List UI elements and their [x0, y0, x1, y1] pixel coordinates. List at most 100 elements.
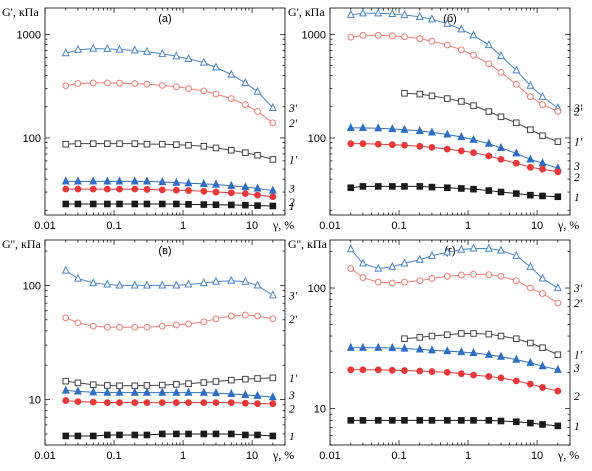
data-point	[158, 140, 166, 148]
data-point	[131, 399, 139, 407]
data-point	[497, 332, 505, 340]
series-label: 3'	[288, 103, 298, 115]
data-point	[415, 254, 424, 263]
data-point	[512, 159, 520, 167]
data-point	[428, 143, 436, 151]
data-point	[200, 187, 208, 195]
data-point	[268, 392, 277, 401]
series-label: 2'	[574, 107, 583, 119]
panel-v: 100 10 0.01 0.1 1 10 G'', кПа γ, % (в) 3' 2' 1' 3 2 1	[2, 237, 298, 462]
data-point	[512, 418, 520, 425]
data-point	[443, 145, 451, 153]
data-point	[173, 200, 180, 208]
data-point	[374, 263, 383, 272]
data-point	[143, 382, 151, 389]
data-point	[346, 342, 355, 351]
data-point	[374, 31, 382, 39]
series-label: 2'	[289, 314, 298, 326]
data-point	[346, 244, 355, 253]
plot-frame	[44, 239, 286, 446]
data-point	[131, 140, 139, 147]
data-point	[512, 354, 521, 363]
panel-letter: (а)	[158, 13, 171, 25]
series-label: 1'	[289, 154, 298, 166]
data-point	[443, 417, 451, 424]
data-point	[428, 368, 436, 375]
data-point	[539, 132, 546, 140]
data-point	[199, 278, 208, 287]
data-point	[254, 202, 261, 209]
x-tick-label: 1	[465, 220, 471, 232]
data-point	[554, 193, 562, 201]
data-point	[427, 127, 436, 136]
data-point	[470, 102, 477, 109]
data-point	[388, 279, 396, 287]
data-point	[142, 176, 151, 185]
data-point	[131, 185, 139, 193]
data-point	[527, 126, 534, 134]
series-3: 3	[346, 342, 580, 375]
data-point	[115, 176, 124, 185]
data-point	[388, 141, 396, 149]
series-label: 1'	[289, 373, 298, 385]
data-point	[388, 8, 397, 17]
data-point	[89, 398, 97, 406]
data-point	[358, 122, 367, 131]
data-point	[212, 188, 220, 196]
data-point	[200, 430, 208, 438]
data-point	[212, 144, 220, 152]
series-line	[65, 143, 273, 160]
data-point	[457, 132, 466, 141]
data-point	[268, 185, 277, 194]
data-point	[374, 278, 382, 286]
data-point	[62, 397, 70, 404]
data-point	[485, 330, 493, 338]
data-point	[158, 177, 167, 186]
data-point	[346, 9, 355, 18]
data-point	[485, 152, 493, 160]
data-point	[74, 185, 82, 193]
data-point	[116, 140, 123, 147]
data-point	[497, 272, 505, 280]
data-point	[212, 430, 220, 438]
data-point	[199, 57, 208, 66]
data-point	[496, 351, 505, 360]
series-line	[65, 48, 274, 109]
panel-letter: (в)	[158, 245, 171, 257]
plot-frame	[329, 7, 571, 216]
series-3prime: 3'	[346, 8, 583, 115]
data-point	[359, 366, 367, 374]
data-point	[73, 273, 82, 282]
data-point	[539, 192, 546, 200]
data-point	[104, 382, 111, 389]
data-point	[103, 399, 111, 407]
data-point	[62, 82, 70, 90]
data-point	[269, 400, 277, 408]
data-point	[172, 399, 180, 407]
data-point	[74, 379, 82, 387]
data-point	[470, 149, 477, 157]
data-point	[443, 41, 451, 49]
data-point	[400, 124, 409, 133]
data-point	[401, 183, 408, 190]
y-axis-label: G', кПа	[288, 5, 325, 19]
data-point	[470, 270, 477, 278]
data-point	[359, 140, 367, 148]
data-point	[496, 50, 505, 60]
x-tick-label: 1	[180, 450, 186, 462]
data-point	[388, 343, 397, 352]
data-point	[89, 381, 97, 388]
data-point	[172, 387, 181, 396]
series-label: 3	[573, 363, 580, 375]
series-label: 3'	[573, 103, 583, 115]
data-point	[184, 279, 193, 288]
data-point	[241, 389, 250, 398]
data-point	[143, 431, 151, 439]
plot-frame	[44, 7, 286, 216]
data-point	[185, 85, 192, 92]
data-point	[401, 278, 408, 286]
data-point	[61, 176, 70, 185]
series-line	[404, 332, 559, 356]
data-point	[428, 92, 436, 100]
